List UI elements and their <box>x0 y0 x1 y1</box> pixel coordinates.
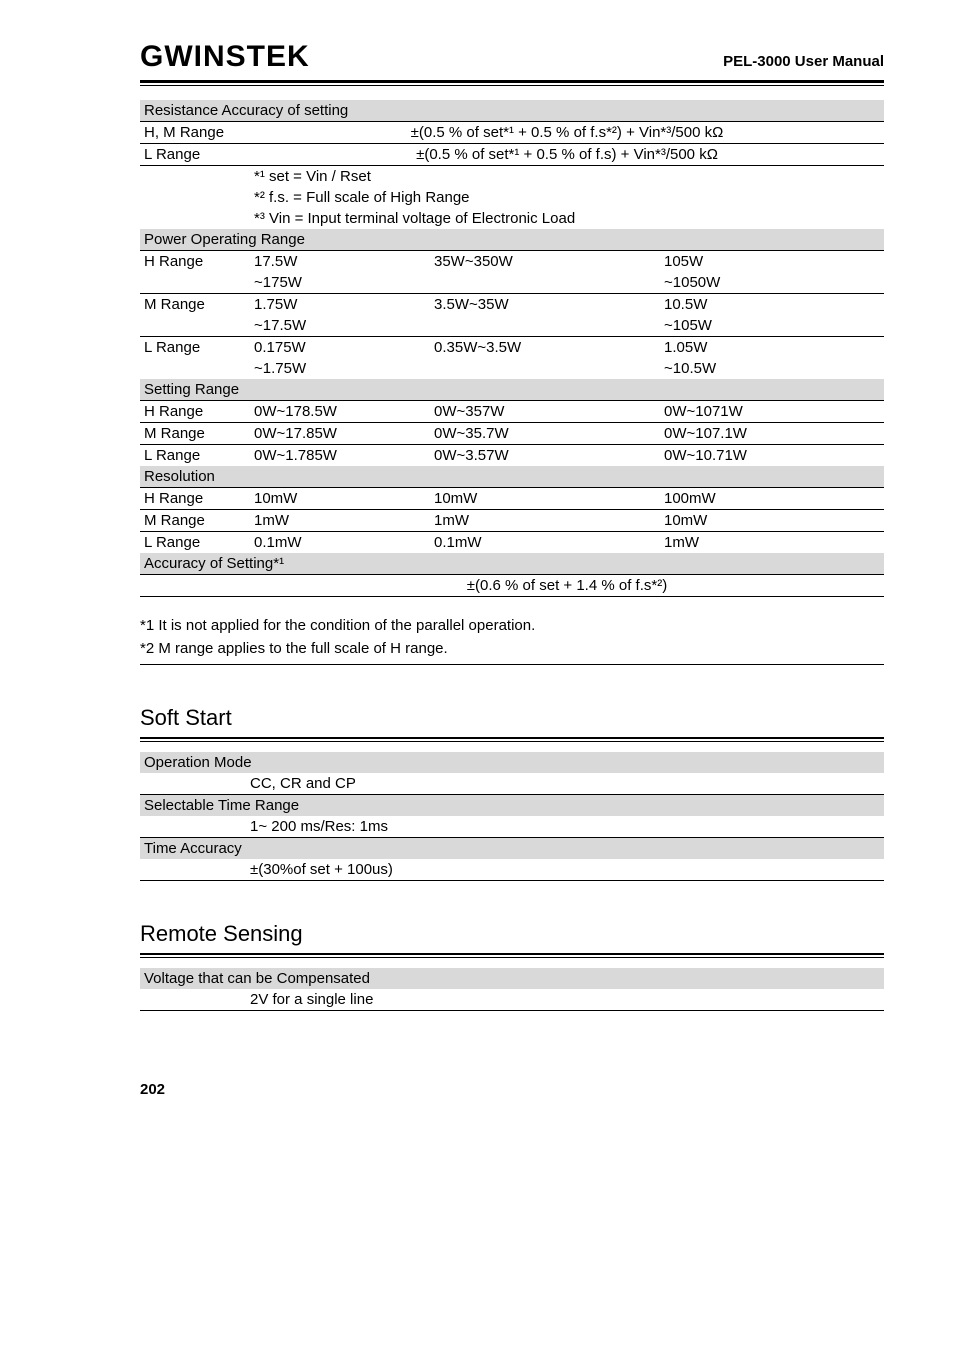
section-resistance-accuracy: Resistance Accuracy of setting <box>140 100 884 122</box>
po-0-c1a: 17.5W <box>250 251 430 273</box>
soft-start-underline <box>140 737 884 742</box>
res-2-c3: 1mW <box>660 532 884 554</box>
remote-sensing-underline <box>140 953 884 958</box>
remote-sensing-title: Remote Sensing <box>140 921 884 947</box>
ss-row2-value: ±(30%of set + 100us) <box>140 859 884 881</box>
po-2-c1a: 0.175W <box>250 337 430 359</box>
ra-row0-label: H, M Range <box>140 122 250 144</box>
po-2-c1b: ~1.75W <box>250 358 430 379</box>
res-2-label: L Range <box>140 532 250 554</box>
header-rule <box>140 80 884 86</box>
ra-note-2: *³ Vin = Input terminal voltage of Elect… <box>250 208 884 229</box>
section-power-operating: Power Operating Range <box>140 229 884 251</box>
footnote-0: *1 It is not applied for the condition o… <box>140 615 884 638</box>
res-0-c3: 100mW <box>660 488 884 510</box>
ss-row0-value: CC, CR and CP <box>140 773 884 795</box>
po-1-c3a: 10.5W <box>660 294 884 316</box>
ss-row0-label: Operation Mode <box>140 752 884 773</box>
res-0-c1: 10mW <box>250 488 430 510</box>
ra-note-0: *¹ set = Vin / Rset <box>250 166 884 188</box>
sr-0-c2: 0W~357W <box>430 401 660 423</box>
po-0-c3a: 105W <box>660 251 884 273</box>
res-1-c3: 10mW <box>660 510 884 532</box>
spec-table: Resistance Accuracy of setting H, M Rang… <box>140 100 884 597</box>
ra-row1-formula: ±(0.5 % of set*¹ + 0.5 % of f.s) + Vin*³… <box>250 144 884 166</box>
po-2-c3b: ~10.5W <box>660 358 884 379</box>
ss-row1-label: Selectable Time Range <box>140 795 884 816</box>
footnote-1: *2 M range applies to the full scale of … <box>140 638 884 661</box>
res-2-c1: 0.1mW <box>250 532 430 554</box>
sr-1-c1: 0W~17.85W <box>250 423 430 445</box>
sr-1-c3: 0W~107.1W <box>660 423 884 445</box>
po-0-c3b: ~1050W <box>660 272 884 294</box>
res-0-c2: 10mW <box>430 488 660 510</box>
footnotes: *1 It is not applied for the condition o… <box>140 615 884 665</box>
page-number: 202 <box>140 1081 884 1098</box>
sr-1-label: M Range <box>140 423 250 445</box>
res-1-c2: 1mW <box>430 510 660 532</box>
po-0-c1b: ~175W <box>250 272 430 294</box>
po-1-c1a: 1.75W <box>250 294 430 316</box>
section-setting-range: Setting Range <box>140 379 884 401</box>
sr-0-label: H Range <box>140 401 250 423</box>
ra-row1-label: L Range <box>140 144 250 166</box>
sr-0-c3: 0W~1071W <box>660 401 884 423</box>
res-2-c2: 0.1mW <box>430 532 660 554</box>
res-1-label: M Range <box>140 510 250 532</box>
po-0-c2: 35W~350W <box>430 251 660 273</box>
po-0-label: H Range <box>140 251 250 273</box>
section-resolution: Resolution <box>140 466 884 488</box>
rs-row0-value: 2V for a single line <box>140 989 884 1011</box>
po-1-c3b: ~105W <box>660 315 884 337</box>
rs-row0-label: Voltage that can be Compensated <box>140 968 884 989</box>
sr-2-c2: 0W~3.57W <box>430 445 660 467</box>
soft-start-title: Soft Start <box>140 705 884 731</box>
section-accuracy-setting: Accuracy of Setting*¹ <box>140 553 884 575</box>
sr-2-c3: 0W~10.71W <box>660 445 884 467</box>
po-2-c3a: 1.05W <box>660 337 884 359</box>
res-1-c1: 1mW <box>250 510 430 532</box>
po-1-c2: 3.5W~35W <box>430 294 660 316</box>
sr-2-c1: 0W~1.785W <box>250 445 430 467</box>
ra-row0-formula: ±(0.5 % of set*¹ + 0.5 % of f.s*²) + Vin… <box>250 122 884 144</box>
po-1-label: M Range <box>140 294 250 316</box>
doc-title: PEL-3000 User Manual <box>723 53 884 70</box>
sr-0-c1: 0W~178.5W <box>250 401 430 423</box>
res-0-label: H Range <box>140 488 250 510</box>
po-2-label: L Range <box>140 337 250 359</box>
brand-logo: GWINSTEK <box>140 40 310 74</box>
sr-1-c2: 0W~35.7W <box>430 423 660 445</box>
ss-row1-value: 1~ 200 ms/Res: 1ms <box>140 816 884 838</box>
accuracy-formula: ±(0.6 % of set + 1.4 % of f.s*²) <box>250 575 884 597</box>
po-1-c1b: ~17.5W <box>250 315 430 337</box>
po-2-c2: 0.35W~3.5W <box>430 337 660 359</box>
ra-note-1: *² f.s. = Full scale of High Range <box>250 187 884 208</box>
ss-row2-label: Time Accuracy <box>140 838 884 859</box>
sr-2-label: L Range <box>140 445 250 467</box>
